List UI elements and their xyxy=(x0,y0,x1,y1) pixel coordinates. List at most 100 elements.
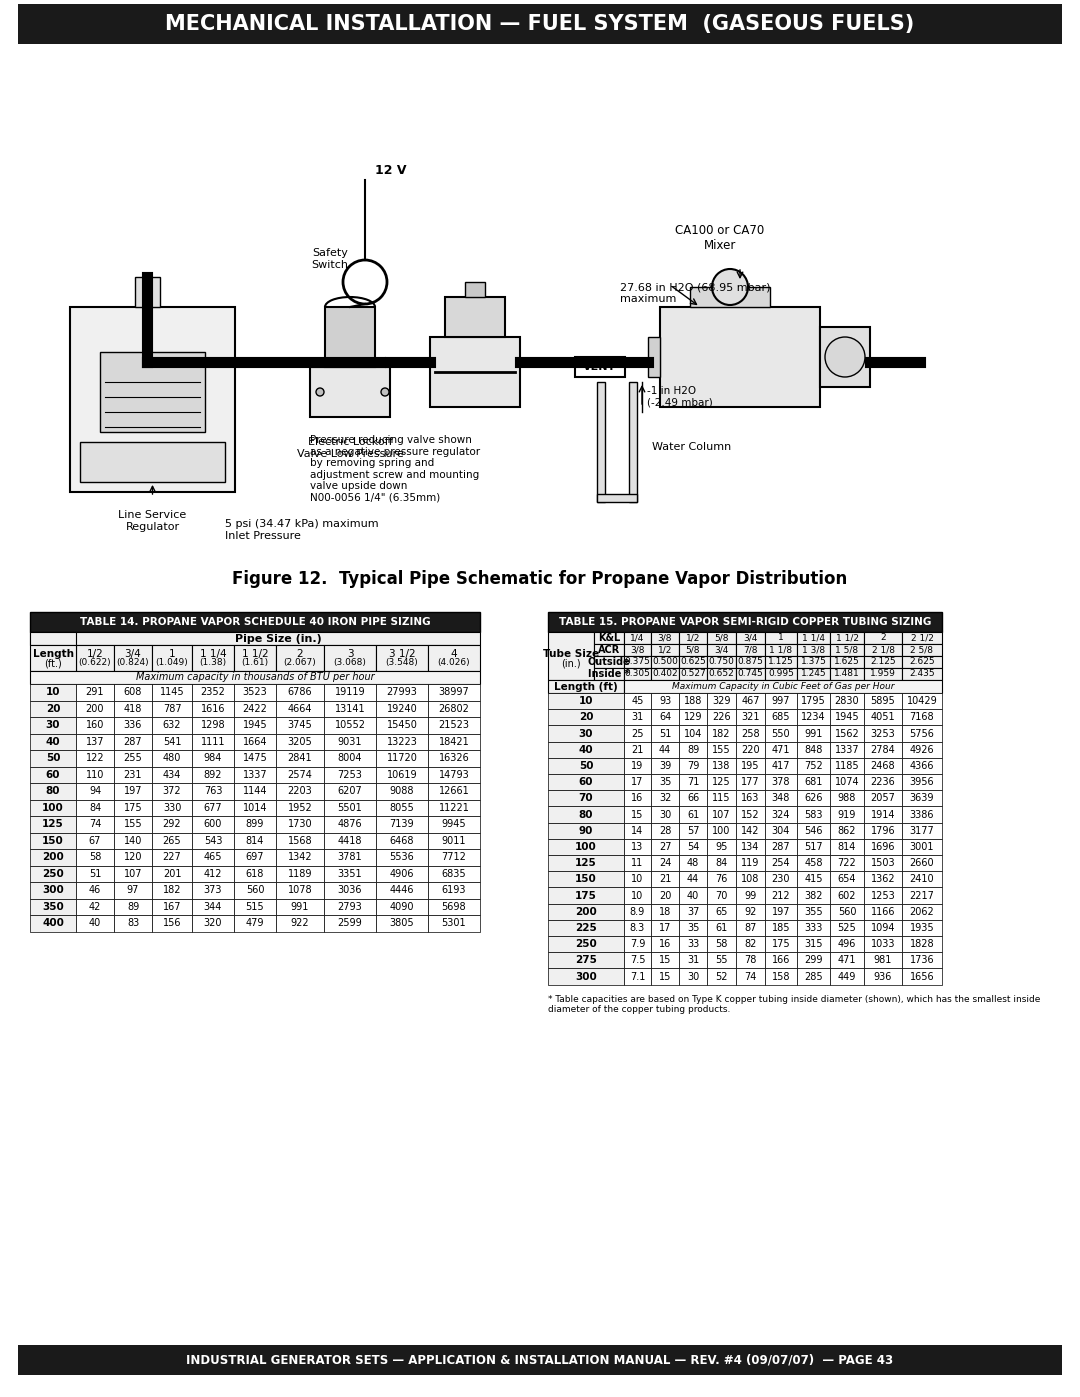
Text: 287: 287 xyxy=(772,842,791,852)
Bar xyxy=(376,733,428,750)
Text: (in.): (in.) xyxy=(562,659,581,669)
Text: 155: 155 xyxy=(124,819,143,830)
Text: 1616: 1616 xyxy=(201,704,226,714)
Text: 5/8: 5/8 xyxy=(686,645,700,655)
Text: 10: 10 xyxy=(632,875,644,884)
Text: 1337: 1337 xyxy=(243,770,268,780)
Text: 5536: 5536 xyxy=(390,852,415,862)
Text: 250: 250 xyxy=(42,869,64,879)
Bar xyxy=(152,645,192,671)
Text: 258: 258 xyxy=(741,728,760,739)
Text: 1234: 1234 xyxy=(801,712,826,722)
Bar xyxy=(548,710,624,725)
Text: 0.527: 0.527 xyxy=(680,669,706,679)
Bar xyxy=(234,866,276,882)
Text: Length (ft): Length (ft) xyxy=(554,682,618,692)
Text: MECHANICAL INSTALLATION — FUEL SYSTEM  (GASEOUS FUELS): MECHANICAL INSTALLATION — FUEL SYSTEM (G… xyxy=(165,14,915,34)
Bar xyxy=(548,823,624,838)
Text: 185: 185 xyxy=(772,923,791,933)
Bar xyxy=(376,866,428,882)
Text: 291: 291 xyxy=(85,687,105,697)
Text: 20: 20 xyxy=(579,712,593,722)
Text: 1/2: 1/2 xyxy=(686,633,700,643)
Text: 175: 175 xyxy=(124,803,143,813)
Bar xyxy=(30,631,76,645)
Text: 5501: 5501 xyxy=(338,803,363,813)
Text: 471: 471 xyxy=(838,956,856,965)
Text: 7.9: 7.9 xyxy=(630,939,645,949)
Text: 988: 988 xyxy=(838,793,856,803)
Bar xyxy=(735,693,765,710)
Text: 9011: 9011 xyxy=(442,835,467,845)
Bar xyxy=(797,838,831,855)
Text: 3/4: 3/4 xyxy=(714,645,729,655)
Text: 74: 74 xyxy=(89,819,102,830)
Text: 32: 32 xyxy=(659,793,671,803)
Text: 10429: 10429 xyxy=(906,696,937,705)
Text: 355: 355 xyxy=(805,907,823,916)
Bar xyxy=(76,750,114,767)
Text: 140: 140 xyxy=(124,835,143,845)
Bar xyxy=(902,855,942,872)
Bar xyxy=(624,919,651,936)
Text: 1736: 1736 xyxy=(909,956,934,965)
Bar xyxy=(324,717,376,733)
Bar xyxy=(707,806,735,823)
Text: 8055: 8055 xyxy=(390,803,415,813)
Text: 27: 27 xyxy=(659,842,672,852)
Bar xyxy=(831,791,864,806)
Text: 7.5: 7.5 xyxy=(630,956,645,965)
Text: Electric Lockoff
Valve Low Pressure: Electric Lockoff Valve Low Pressure xyxy=(297,437,403,458)
Text: 583: 583 xyxy=(805,809,823,820)
Bar xyxy=(864,757,902,774)
Bar xyxy=(18,1345,1062,1375)
Text: 142: 142 xyxy=(741,826,759,835)
Bar xyxy=(735,936,765,953)
Text: 27.68 in H2O (68.95 mbar)
maximum: 27.68 in H2O (68.95 mbar) maximum xyxy=(620,282,770,303)
Bar xyxy=(651,904,679,919)
Text: 541: 541 xyxy=(163,736,181,747)
Text: 15450: 15450 xyxy=(387,721,418,731)
Text: 129: 129 xyxy=(684,712,702,722)
Text: 84: 84 xyxy=(89,803,102,813)
Text: 2217: 2217 xyxy=(909,890,934,901)
Bar xyxy=(548,612,942,631)
Bar xyxy=(192,833,234,849)
Bar xyxy=(864,631,902,644)
Bar xyxy=(864,657,902,668)
Bar xyxy=(797,725,831,742)
Bar xyxy=(234,898,276,915)
Bar xyxy=(376,898,428,915)
Bar xyxy=(324,733,376,750)
Text: 697: 697 xyxy=(246,852,265,862)
Bar xyxy=(152,733,192,750)
Bar xyxy=(80,441,225,482)
Bar xyxy=(707,725,735,742)
Bar xyxy=(831,742,864,757)
Text: 16326: 16326 xyxy=(438,753,470,763)
Bar xyxy=(707,693,735,710)
Bar xyxy=(735,668,765,680)
Bar xyxy=(629,381,637,502)
Text: 27993: 27993 xyxy=(387,687,418,697)
Text: 1111: 1111 xyxy=(201,736,226,747)
Text: 3745: 3745 xyxy=(287,721,312,731)
Bar xyxy=(428,645,480,671)
Text: 1 5/8: 1 5/8 xyxy=(836,645,859,655)
Text: 87: 87 xyxy=(744,923,757,933)
Bar xyxy=(276,915,324,932)
Bar xyxy=(114,866,152,882)
Text: 4051: 4051 xyxy=(870,712,895,722)
Text: 3177: 3177 xyxy=(909,826,934,835)
Text: 107: 107 xyxy=(124,869,143,879)
Bar xyxy=(831,936,864,953)
Bar xyxy=(192,882,234,898)
Text: 35: 35 xyxy=(687,923,699,933)
Bar xyxy=(70,307,235,492)
Bar xyxy=(797,668,831,680)
Bar xyxy=(679,725,707,742)
Bar xyxy=(192,799,234,816)
Bar xyxy=(651,806,679,823)
Bar xyxy=(76,782,114,799)
Bar xyxy=(831,668,864,680)
